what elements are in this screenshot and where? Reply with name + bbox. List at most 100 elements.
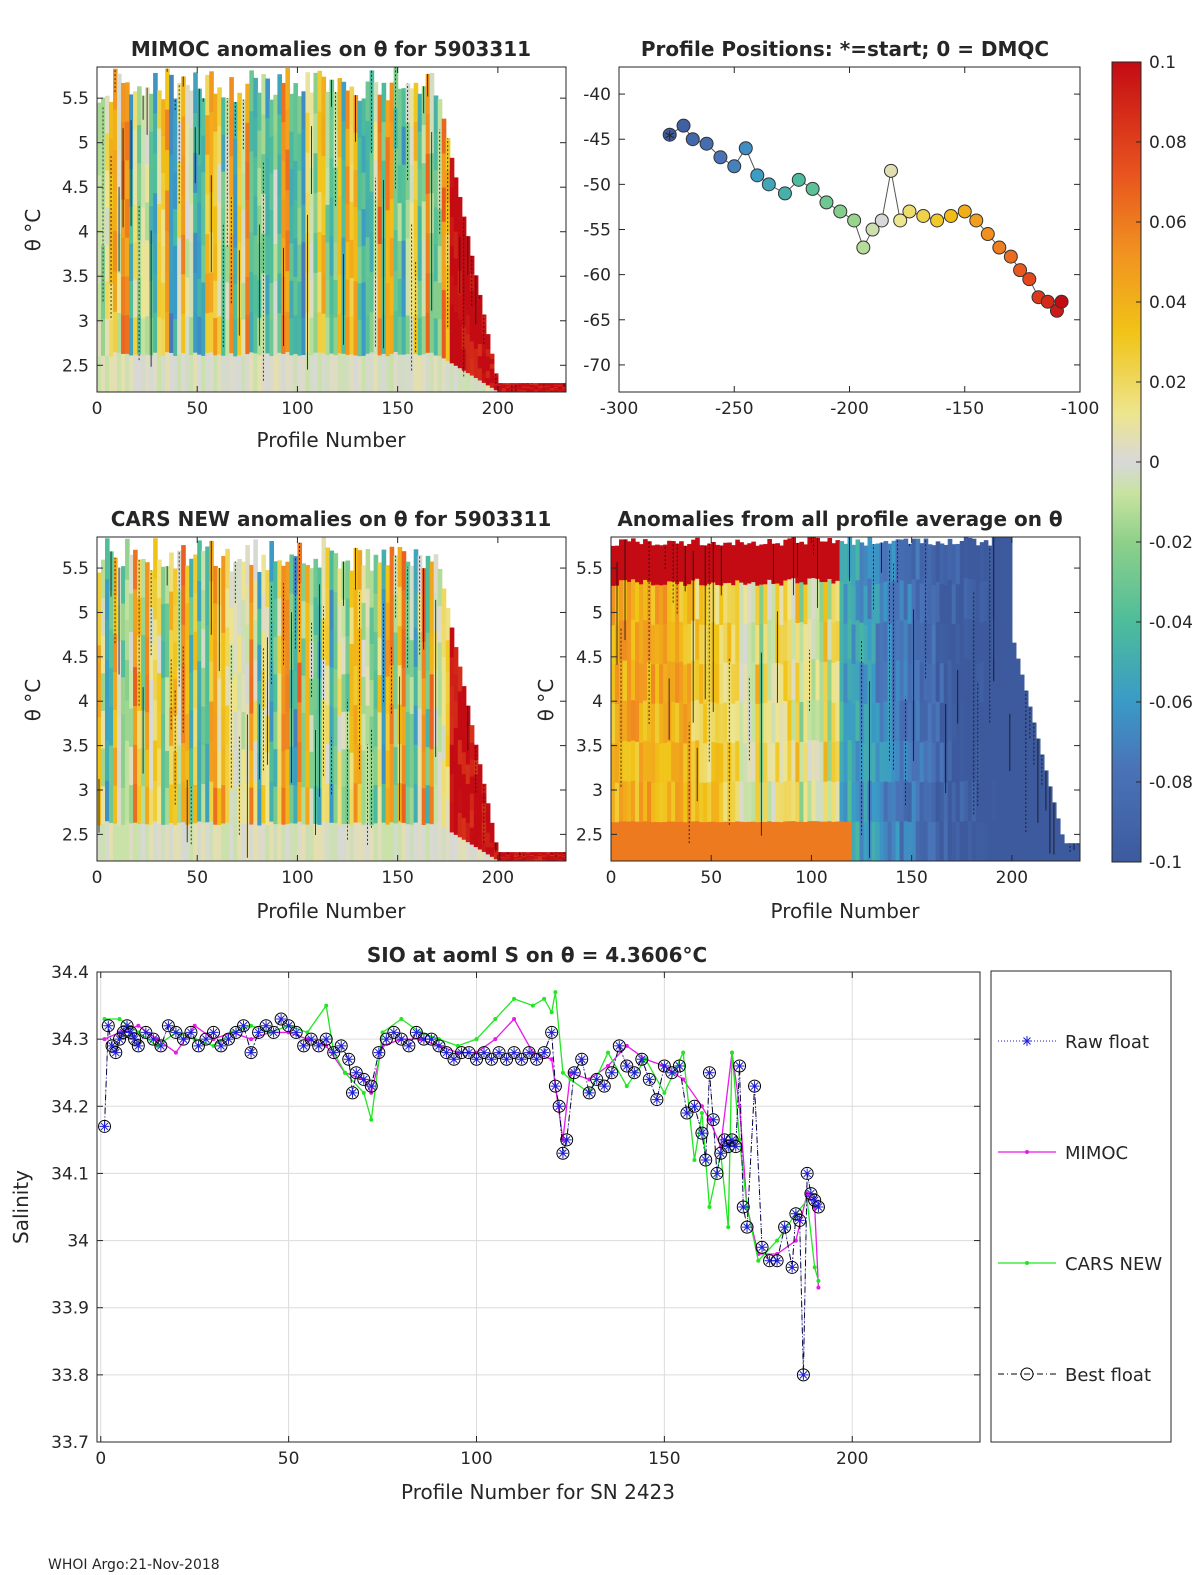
profile-position (761, 177, 776, 192)
heatmap-cell (133, 705, 138, 745)
heatmap-cell (301, 241, 307, 280)
heatmap-cell (317, 231, 323, 273)
heatmap-cell (273, 636, 278, 675)
heatmap-cell (465, 763, 471, 784)
heatmap-cell (345, 560, 351, 599)
heatmap-cell (305, 787, 311, 825)
heatmap-cell (951, 662, 957, 704)
heatmap-cell (739, 661, 744, 703)
heatmap-cell (413, 744, 419, 784)
heatmap-cell (671, 701, 676, 742)
heatmap-cell (277, 153, 282, 194)
heatmap-cell (739, 781, 744, 822)
heatmap-cell (667, 580, 672, 622)
heatmap-cell (561, 855, 566, 858)
heatmap-cell (417, 317, 423, 356)
heatmap-cell (161, 318, 166, 356)
heatmap-cell (237, 354, 242, 392)
heatmap-cell (469, 323, 475, 342)
heatmap-cell (727, 701, 732, 743)
profile-position (662, 127, 677, 142)
heatmap-cell (477, 294, 483, 308)
heatmap-cell (217, 353, 222, 392)
heatmap-cell (707, 662, 712, 703)
heatmap-cell (687, 623, 692, 664)
raw-float-point (148, 1034, 159, 1045)
heatmap-cell (177, 744, 182, 785)
colorbar-tick-label: 0.02 (1149, 373, 1187, 393)
heatmap-cell (525, 385, 531, 388)
heatmap-cell (133, 627, 138, 668)
heatmap-cell (313, 558, 319, 598)
heatmap-cell (237, 747, 242, 787)
heatmap-cell (1007, 577, 1013, 619)
heatmap-cell (101, 748, 106, 787)
heatmap-cell (501, 389, 507, 392)
heatmap-cell (1039, 807, 1045, 822)
heatmap-cell (253, 660, 258, 701)
heatmap-cell (907, 742, 913, 783)
y-tick-label: 4 (78, 223, 89, 243)
heatmap-cell (983, 620, 989, 662)
heatmap-cell (233, 711, 238, 750)
heatmap-cell (101, 597, 106, 636)
heatmap-cell (105, 618, 110, 660)
y-tick-label: -55 (583, 221, 611, 241)
heatmap-cell (197, 202, 202, 241)
heatmap-cell (927, 544, 933, 585)
heatmap-cell (521, 857, 527, 860)
heatmap-cell (197, 354, 202, 392)
heatmap-cell (541, 855, 547, 858)
heatmap-cell (141, 354, 146, 392)
colorbar-tick-label: -0.1 (1149, 853, 1182, 873)
heatmap-cell (775, 702, 780, 743)
heatmap-cell (261, 233, 266, 274)
heatmap-cell (1015, 683, 1021, 710)
heatmap-cell (393, 555, 399, 595)
heatmap-cell (205, 821, 210, 861)
raw-float-point (809, 1195, 820, 1206)
heatmap-cell (683, 821, 688, 861)
heatmap-cell (109, 667, 114, 707)
heatmap-cell (325, 166, 331, 205)
heatmap-cell (381, 783, 387, 823)
heatmap-cell (225, 208, 230, 246)
heatmap-cell (473, 333, 479, 349)
best-float-point (582, 1086, 596, 1100)
heatmap-cell (987, 821, 993, 861)
heatmap-cell (317, 70, 323, 112)
best-float-point (357, 1072, 371, 1086)
heatmap-cell (811, 699, 817, 741)
heatmap-cell (983, 580, 989, 621)
heatmap-cell (923, 578, 929, 620)
heatmap-cell (205, 703, 210, 744)
heatmap-cell (361, 281, 367, 320)
heatmap-cell (153, 72, 158, 114)
heatmap-cell (269, 99, 274, 137)
x-tick-label: 200 (482, 399, 514, 419)
heatmap-cell (533, 855, 539, 858)
cars-new-point (474, 1037, 479, 1042)
raw-float-point (779, 1222, 790, 1233)
heatmap-cell (513, 383, 519, 385)
heatmap-cell (413, 627, 419, 667)
heatmap-cell (217, 751, 222, 789)
heatmap-cell (401, 164, 407, 203)
heatmap-cell (281, 676, 287, 714)
heatmap-cell (715, 821, 720, 861)
heatmap-cell (461, 238, 467, 262)
heatmap-cell (473, 817, 479, 833)
heatmap-cell (983, 540, 989, 581)
heatmap-cell (261, 272, 266, 314)
heatmap-cell (453, 257, 459, 286)
heatmap-cell (429, 786, 435, 825)
heatmap-cell (615, 742, 620, 783)
heatmap-cell (429, 636, 435, 675)
heatmap-cell (477, 355, 483, 369)
heatmap-cell (1035, 845, 1041, 861)
heatmap-cell (113, 68, 118, 110)
heatmap-cell (687, 583, 692, 624)
heatmap-cell (875, 741, 881, 783)
heatmap-cell (197, 820, 202, 861)
heatmap-cell (457, 836, 463, 861)
